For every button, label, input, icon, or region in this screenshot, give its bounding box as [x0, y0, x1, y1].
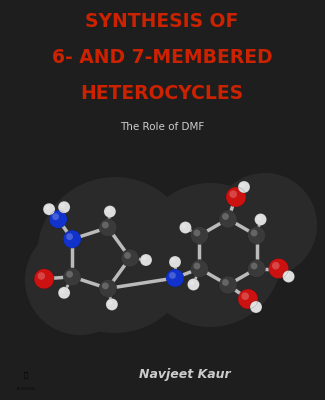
Circle shape [102, 222, 109, 228]
Circle shape [222, 213, 229, 220]
Circle shape [241, 292, 249, 300]
Circle shape [254, 214, 266, 226]
Text: Navjeet Kaur: Navjeet Kaur [139, 368, 231, 381]
Circle shape [60, 289, 65, 294]
Circle shape [108, 300, 112, 305]
Circle shape [229, 190, 237, 198]
Circle shape [124, 252, 131, 259]
Circle shape [171, 258, 176, 263]
Text: SYNTHESIS OF: SYNTHESIS OF [85, 12, 239, 31]
Circle shape [219, 210, 237, 228]
Circle shape [37, 177, 193, 333]
Circle shape [250, 301, 262, 313]
Circle shape [60, 203, 65, 208]
Circle shape [106, 298, 118, 310]
Circle shape [121, 249, 139, 267]
Circle shape [102, 282, 109, 289]
Circle shape [181, 224, 186, 228]
Circle shape [99, 280, 117, 298]
Circle shape [58, 201, 70, 213]
Circle shape [226, 187, 246, 207]
Circle shape [268, 258, 289, 278]
Text: 6- AND 7-MEMBERED: 6- AND 7-MEMBERED [52, 48, 272, 67]
Circle shape [193, 230, 200, 236]
Circle shape [189, 280, 194, 285]
Circle shape [104, 206, 116, 218]
Circle shape [248, 226, 266, 244]
Circle shape [52, 213, 59, 220]
Text: The Role of DMF: The Role of DMF [120, 122, 204, 132]
Circle shape [58, 287, 70, 299]
Circle shape [166, 269, 184, 287]
Circle shape [37, 272, 45, 280]
Circle shape [49, 210, 67, 228]
Circle shape [66, 271, 73, 278]
Circle shape [238, 289, 258, 309]
Circle shape [190, 226, 208, 244]
Circle shape [190, 260, 208, 278]
Circle shape [34, 269, 54, 289]
Circle shape [106, 208, 110, 212]
Circle shape [257, 216, 261, 220]
Circle shape [25, 225, 135, 335]
Circle shape [45, 205, 50, 210]
Circle shape [193, 262, 200, 270]
Circle shape [169, 256, 181, 268]
Circle shape [63, 268, 81, 286]
Circle shape [213, 173, 317, 277]
Circle shape [66, 233, 73, 240]
Circle shape [138, 183, 282, 327]
Circle shape [99, 218, 117, 236]
Circle shape [252, 303, 257, 308]
Circle shape [238, 181, 250, 193]
Circle shape [188, 278, 200, 290]
Circle shape [251, 230, 257, 236]
Circle shape [169, 272, 176, 279]
Circle shape [285, 272, 289, 277]
Circle shape [282, 270, 294, 282]
Text: HETEROCYCLES: HETEROCYCLES [81, 84, 243, 103]
Circle shape [222, 279, 229, 286]
Text: 🌳: 🌳 [24, 371, 28, 378]
Circle shape [140, 254, 152, 266]
Circle shape [248, 260, 266, 278]
Circle shape [272, 262, 280, 270]
Circle shape [251, 262, 257, 270]
Circle shape [240, 183, 245, 188]
Circle shape [142, 256, 147, 261]
Circle shape [179, 222, 191, 234]
Circle shape [219, 276, 237, 294]
Text: ELSEVIER: ELSEVIER [17, 386, 35, 390]
Circle shape [43, 203, 55, 215]
Circle shape [63, 230, 81, 248]
